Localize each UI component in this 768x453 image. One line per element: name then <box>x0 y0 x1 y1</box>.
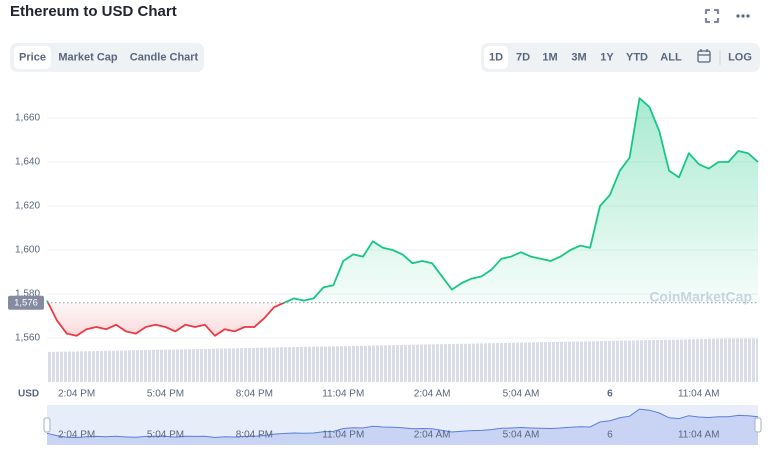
x-tick-label: 2:04 AM <box>414 389 451 400</box>
price-area <box>47 98 758 336</box>
x-tick-label: 5:04 PM <box>147 389 184 400</box>
range-button[interactable]: 1D <box>489 51 503 63</box>
tab-active-bg <box>14 46 51 69</box>
x-tick-label: 5:04 AM <box>503 389 540 400</box>
y-tick-label: 1,600 <box>15 245 40 256</box>
volume-backdrop <box>47 338 758 382</box>
navigator-tick-label: 2:04 AM <box>414 430 451 441</box>
navigator-line <box>46 408 759 439</box>
calendar-button[interactable] <box>697 49 711 63</box>
tab[interactable]: Candle Chart <box>130 51 199 63</box>
navigator-handle[interactable] <box>754 417 762 433</box>
more-button[interactable] <box>736 14 750 18</box>
navigator-tick-label: 8:04 PM <box>236 430 273 441</box>
range-group <box>481 43 760 72</box>
fullscreen-button[interactable] <box>705 9 719 23</box>
range-button[interactable]: 1M <box>542 51 557 63</box>
price-line <box>46 97 759 337</box>
y-tick-label: 1,620 <box>15 201 40 212</box>
y-tick-label: 1,660 <box>15 113 40 124</box>
tab[interactable]: Market Cap <box>58 51 118 63</box>
range-button[interactable]: 7D <box>516 51 530 63</box>
range-button[interactable]: ALL <box>660 51 682 63</box>
chart-title: Ethereum to USD Chart <box>10 3 177 20</box>
x-axis-label: USD <box>18 389 39 400</box>
x-tick-label: 2:04 PM <box>58 389 95 400</box>
x-tick-label: 8:04 PM <box>236 389 273 400</box>
reference-label: 1,576 <box>14 297 38 308</box>
y-tick-label: 1,640 <box>15 157 40 168</box>
y-tick-label: 1,560 <box>15 333 40 344</box>
navigator-handle[interactable] <box>43 417 51 433</box>
navigator-area <box>47 409 758 445</box>
log-button[interactable]: LOG <box>728 51 752 63</box>
navigator-tick-label: 5:04 PM <box>147 430 184 441</box>
reference-badge <box>8 295 44 310</box>
x-tick-label: 11:04 AM <box>678 389 720 400</box>
range-button[interactable]: 3M <box>571 51 586 63</box>
x-tick-label: 11:04 PM <box>322 389 364 400</box>
tab[interactable]: Price <box>19 51 46 63</box>
range-button[interactable]: YTD <box>626 51 648 63</box>
y-tick-label: 1,580 <box>15 289 40 300</box>
navigator-tick-label: 5:04 AM <box>503 430 540 441</box>
range-active-bg <box>484 46 508 69</box>
tab-group <box>10 43 204 72</box>
navigator-tick-label: 11:04 AM <box>678 430 720 441</box>
navigator-tick-label: 11:04 PM <box>322 430 364 441</box>
navigator-tick-label: 2:04 PM <box>58 430 95 441</box>
range-button[interactable]: 1Y <box>600 51 614 63</box>
x-tick-label: 6 <box>607 389 613 400</box>
navigator-tick-label: 6 <box>607 430 613 441</box>
